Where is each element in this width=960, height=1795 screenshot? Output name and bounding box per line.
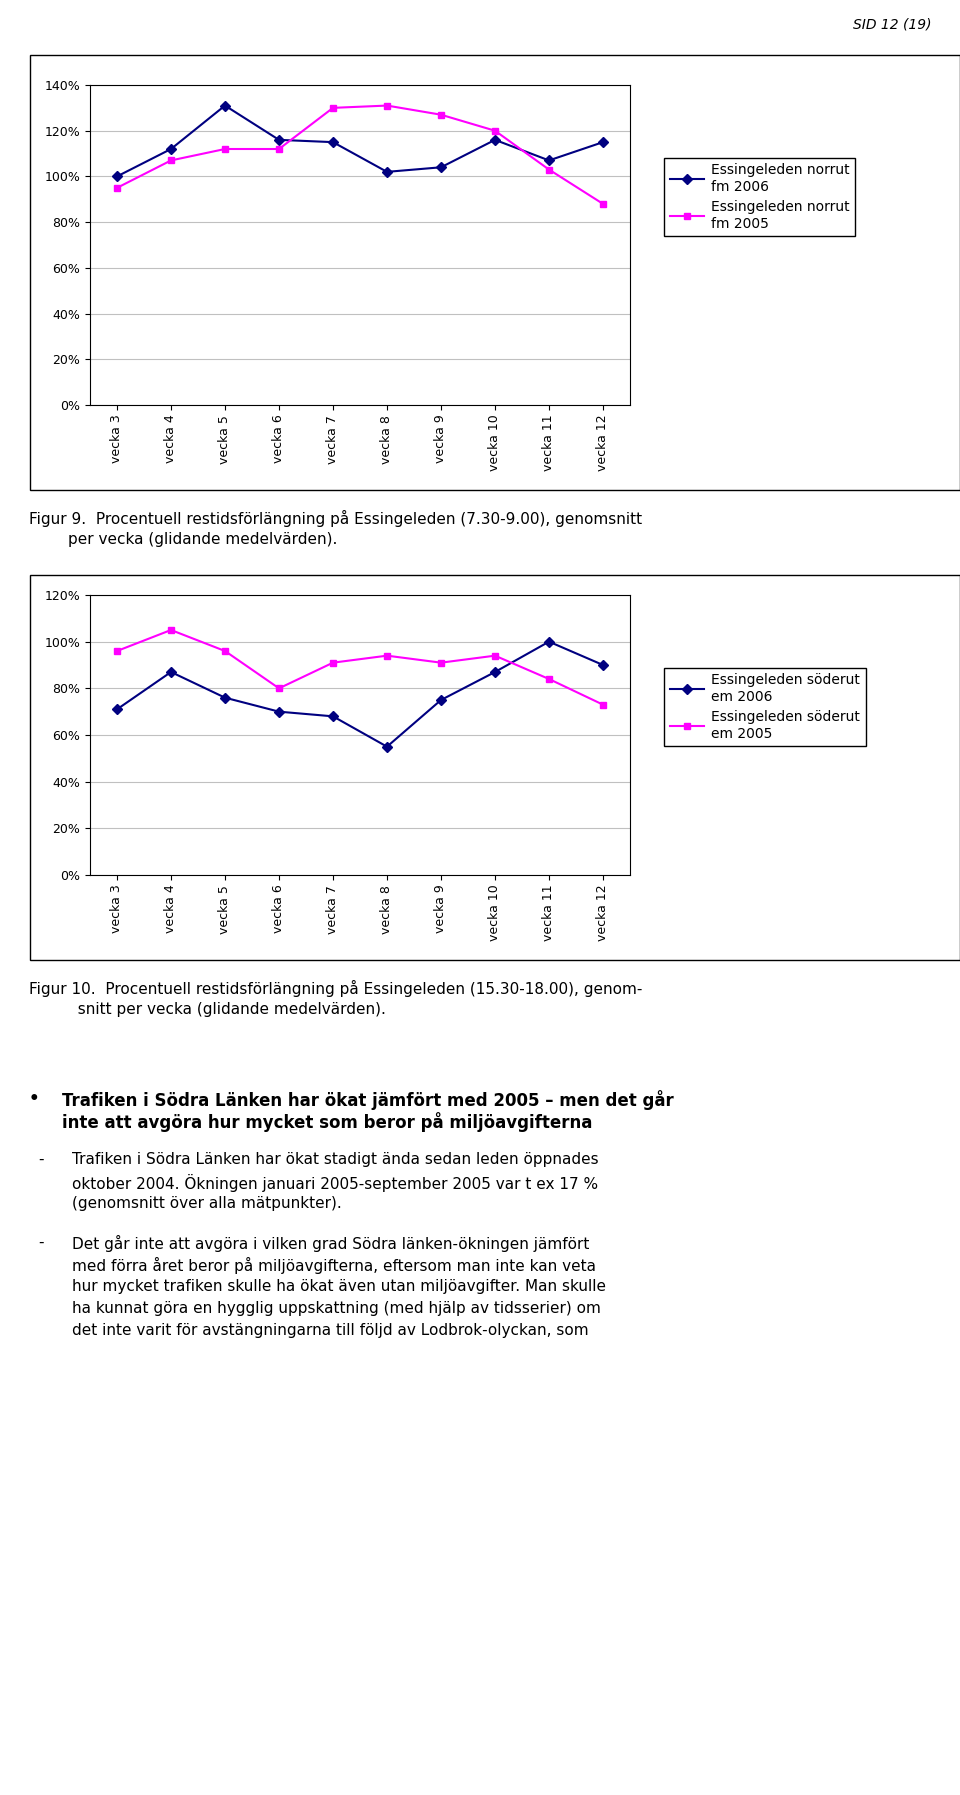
Text: (genomsnitt över alla mätpunkter).: (genomsnitt över alla mätpunkter). [72, 1195, 342, 1210]
Text: -: - [38, 1235, 44, 1249]
Text: Figur 10.  Procentuell restidsförlängning på Essingeleden (15.30-18.00), genom-: Figur 10. Procentuell restidsförlängning… [29, 980, 642, 996]
Text: det inte varit för avstängningarna till följd av Lodbrok-olyckan, som: det inte varit för avstängningarna till … [72, 1323, 588, 1339]
Text: hur mycket trafiken skulle ha ökat även utan miljöavgifter. Man skulle: hur mycket trafiken skulle ha ökat även … [72, 1280, 606, 1294]
Text: snitt per vecka (glidande medelvärden).: snitt per vecka (glidande medelvärden). [29, 1002, 386, 1018]
Text: Det går inte att avgöra i vilken grad Södra länken-ökningen jämfört: Det går inte att avgöra i vilken grad Sö… [72, 1235, 589, 1253]
Text: •: • [29, 1090, 39, 1108]
Text: med förra året beror på miljöavgifterna, eftersom man inte kan veta: med förra året beror på miljöavgifterna,… [72, 1256, 596, 1274]
Text: -: - [38, 1152, 44, 1167]
Legend: Essingeleden söderut
em 2006, Essingeleden söderut
em 2005: Essingeleden söderut em 2006, Essingeled… [664, 668, 866, 747]
Text: ha kunnat göra en hygglig uppskattning (med hjälp av tidsserier) om: ha kunnat göra en hygglig uppskattning (… [72, 1301, 601, 1316]
Text: per vecka (glidande medelvärden).: per vecka (glidande medelvärden). [29, 531, 337, 547]
Text: Figur 9.  Procentuell restidsförlängning på Essingeleden (7.30-9.00), genomsnitt: Figur 9. Procentuell restidsförlängning … [29, 510, 642, 528]
Text: oktober 2004. Ökningen januari 2005-september 2005 var t ex 17 %: oktober 2004. Ökningen januari 2005-sept… [72, 1174, 598, 1192]
Legend: Essingeleden norrut
fm 2006, Essingeleden norrut
fm 2005: Essingeleden norrut fm 2006, Essingelede… [664, 158, 855, 237]
Text: SID 12 (19): SID 12 (19) [852, 18, 931, 32]
Text: Trafiken i Södra Länken har ökat jämfört med 2005 – men det går: Trafiken i Södra Länken har ökat jämfört… [62, 1090, 674, 1109]
Text: Trafiken i Södra Länken har ökat stadigt ända sedan leden öppnades: Trafiken i Södra Länken har ökat stadigt… [72, 1152, 599, 1167]
Text: inte att avgöra hur mycket som beror på miljöavgifterna: inte att avgöra hur mycket som beror på … [62, 1111, 592, 1133]
